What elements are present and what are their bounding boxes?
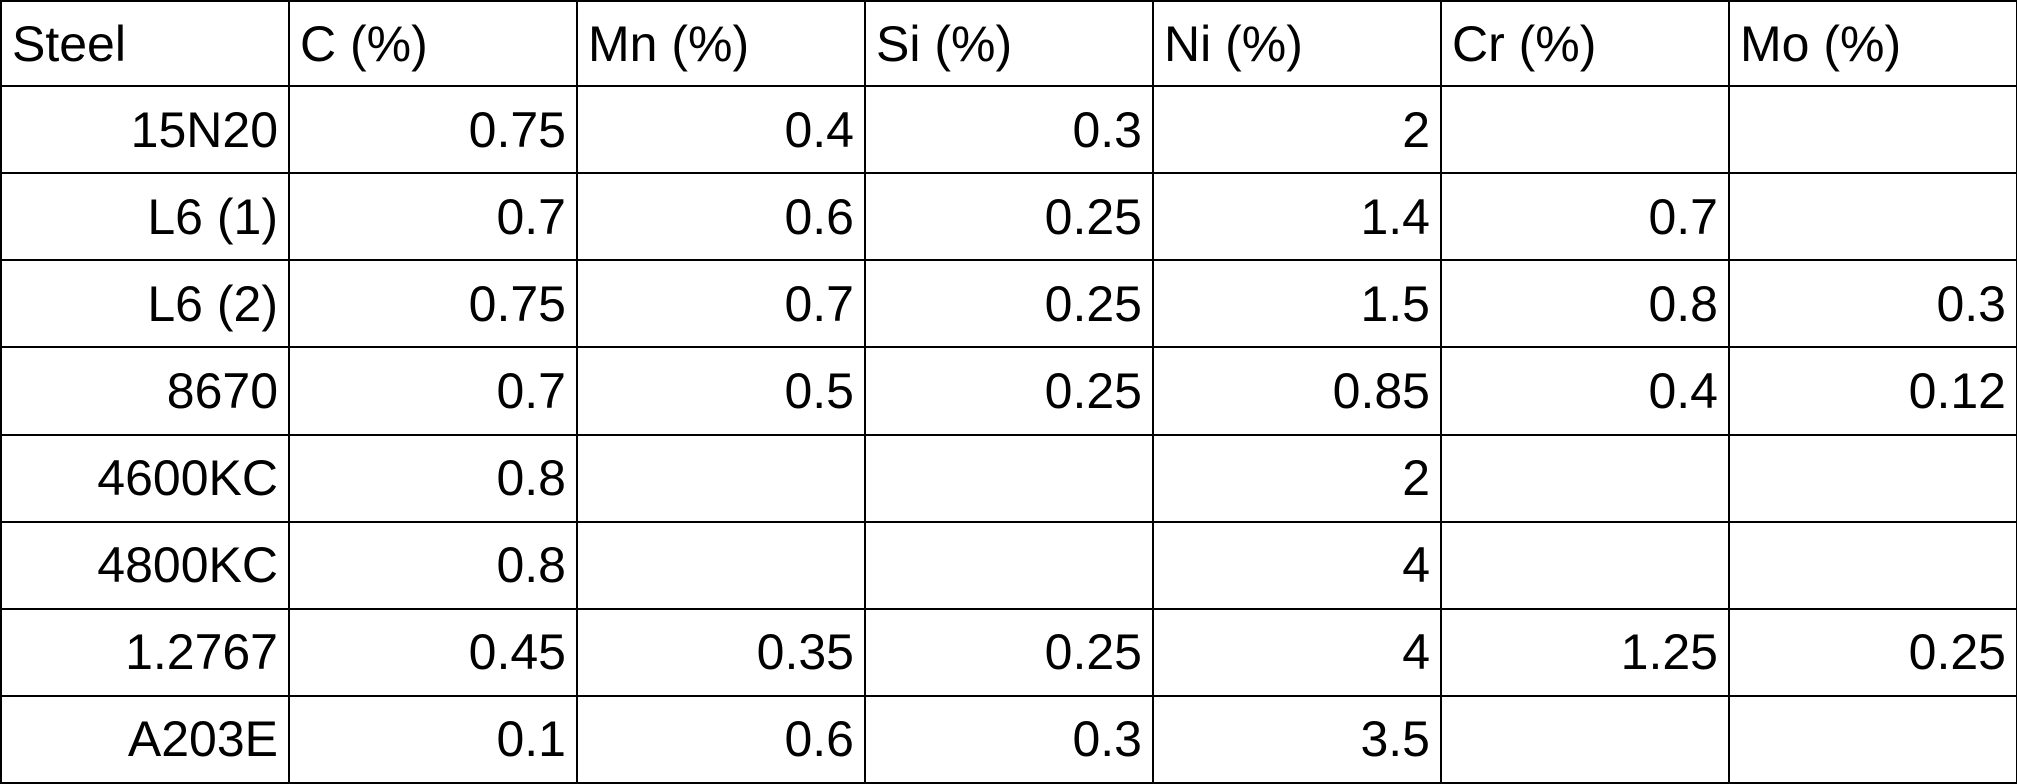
value-cell: 0.3 [864,84,1154,175]
column-header: Cr (%) [1440,0,1730,87]
header-row: Steel C (%) Mn (%) Si (%) Ni (%) Cr (%) Mo (%) [0,0,2017,87]
table-row: 15N20 0.75 0.4 0.3 2 [0,84,2017,175]
value-cell: 0.8 [288,520,578,610]
column-header: Ni (%) [1152,0,1442,87]
value-cell [1728,433,2017,523]
steel-name-cell: L6 (2) [0,259,290,349]
column-header: Mo (%) [1728,0,2017,87]
steel-name-cell: 4600KC [0,433,290,523]
value-cell [576,520,866,610]
steel-name-cell: 4800KC [0,520,290,610]
column-header: Si (%) [864,0,1154,87]
value-cell: 0.75 [288,84,578,175]
value-cell: 0.7 [288,346,578,436]
value-cell: 0.7 [576,259,866,349]
table-row: A203E 0.1 0.6 0.3 3.5 [0,694,2017,784]
steel-name-cell: L6 (1) [0,172,290,262]
value-cell: 0.7 [1440,172,1730,262]
value-cell [1728,520,2017,610]
value-cell: 1.4 [1152,172,1442,262]
value-cell [864,433,1154,523]
table-row: L6 (2) 0.75 0.7 0.25 1.5 0.8 0.3 [0,259,2017,349]
value-cell: 3.5 [1152,694,1442,784]
value-cell: 0.25 [1728,607,2017,697]
value-cell [1440,433,1730,523]
value-cell: 0.3 [864,694,1154,784]
steel-name-cell: 15N20 [0,84,290,175]
value-cell: 0.75 [288,259,578,349]
table-row: L6 (1) 0.7 0.6 0.25 1.4 0.7 [0,172,2017,262]
column-header: Steel [0,0,290,87]
value-cell: 0.25 [864,172,1154,262]
value-cell: 0.4 [576,84,866,175]
value-cell [1728,694,2017,784]
value-cell: 0.6 [576,694,866,784]
value-cell: 0.6 [576,172,866,262]
value-cell [1440,520,1730,610]
column-header: Mn (%) [576,0,866,87]
value-cell: 4 [1152,607,1442,697]
value-cell [1728,172,2017,262]
value-cell: 0.7 [288,172,578,262]
table-row: 1.2767 0.45 0.35 0.25 4 1.25 0.25 [0,607,2017,697]
table-row: 4800KC 0.8 4 [0,520,2017,610]
value-cell: 0.4 [1440,346,1730,436]
value-cell: 2 [1152,84,1442,175]
value-cell: 0.8 [288,433,578,523]
table-row: 8670 0.7 0.5 0.25 0.85 0.4 0.12 [0,346,2017,436]
steel-name-cell: A203E [0,694,290,784]
value-cell: 0.25 [864,607,1154,697]
steel-name-cell: 8670 [0,346,290,436]
value-cell: 0.5 [576,346,866,436]
value-cell: 0.35 [576,607,866,697]
value-cell: 0.25 [864,259,1154,349]
value-cell [1440,694,1730,784]
value-cell: 0.45 [288,607,578,697]
value-cell [864,520,1154,610]
table-row: 4600KC 0.8 2 [0,433,2017,523]
value-cell [1440,84,1730,175]
value-cell: 0.8 [1440,259,1730,349]
value-cell: 0.25 [864,346,1154,436]
value-cell: 2 [1152,433,1442,523]
value-cell: 1.25 [1440,607,1730,697]
column-header: C (%) [288,0,578,87]
value-cell: 0.3 [1728,259,2017,349]
value-cell: 0.1 [288,694,578,784]
value-cell: 0.85 [1152,346,1442,436]
value-cell: 4 [1152,520,1442,610]
value-cell: 0.12 [1728,346,2017,436]
value-cell [1728,84,2017,175]
value-cell [576,433,866,523]
value-cell: 1.5 [1152,259,1442,349]
steel-name-cell: 1.2767 [0,607,290,697]
